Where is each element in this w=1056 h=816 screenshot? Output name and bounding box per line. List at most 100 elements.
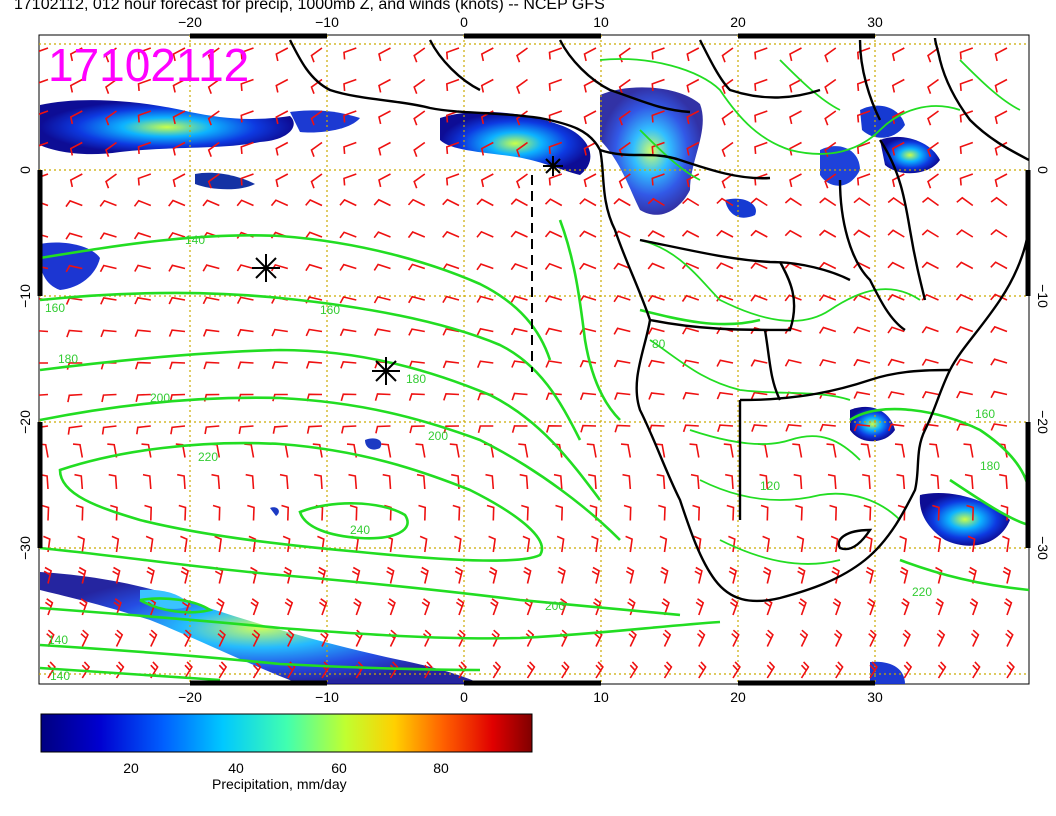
wind-barb	[65, 199, 83, 208]
wind-barb	[651, 110, 665, 123]
wind-barb	[789, 110, 802, 125]
wind-barb	[959, 47, 974, 60]
wind-barb	[618, 47, 631, 63]
wind-barb	[721, 141, 734, 157]
wind-barb	[39, 393, 49, 396]
wind-barb	[681, 230, 700, 238]
wind-barb	[39, 233, 49, 238]
colorbar-tick: 40	[228, 760, 244, 776]
wind-barb	[387, 598, 396, 616]
wind-barb	[695, 598, 705, 616]
wind-barb	[100, 329, 117, 338]
wind-barb	[105, 141, 117, 157]
wind-barb	[754, 47, 768, 60]
wind-barb	[936, 629, 946, 647]
wind-barb	[341, 425, 357, 434]
lat-tick-left: 0	[17, 166, 33, 174]
wind-barb	[751, 424, 768, 432]
lat-tick-left: −30	[17, 536, 33, 560]
wind-barb	[216, 598, 225, 616]
wind-barb	[271, 361, 288, 369]
wind-barb	[382, 473, 392, 490]
wind-barb	[937, 661, 947, 679]
lon-tick-bottom: 30	[867, 689, 883, 705]
wind-barb	[659, 535, 668, 553]
wind-barb	[240, 173, 254, 186]
wind-barb	[891, 110, 905, 125]
wind-barb	[69, 141, 83, 156]
wind-barb	[818, 261, 837, 270]
wind-barb	[111, 535, 120, 553]
wind-barb	[420, 566, 429, 584]
wind-barb	[959, 110, 974, 123]
wind-barb	[212, 504, 221, 521]
wind-barb	[544, 198, 563, 207]
wind-barb	[272, 425, 288, 434]
wind-barb	[856, 173, 871, 186]
wind-barb	[963, 443, 974, 458]
wind-barb	[866, 598, 876, 616]
wind-barb	[579, 392, 597, 401]
wind-barb	[378, 78, 391, 93]
wind-barb	[279, 473, 289, 490]
wind-barb	[964, 473, 974, 490]
contour-label: 160	[45, 301, 65, 315]
wind-barb	[442, 198, 460, 207]
wind-barb	[921, 390, 939, 399]
wind-barb	[750, 359, 768, 367]
wind-barb	[202, 264, 220, 272]
wind-barb	[955, 293, 974, 301]
wind-barb	[784, 197, 802, 207]
wind-barb	[833, 629, 843, 647]
wind-barb	[716, 229, 734, 238]
wind-barb	[408, 393, 425, 401]
wind-barb	[548, 78, 563, 91]
wind-barb	[449, 443, 460, 458]
wind-barb	[899, 535, 907, 553]
wind-barb	[818, 326, 837, 334]
wind-barb	[202, 329, 220, 337]
wind-barb	[455, 598, 465, 616]
wind-barb	[207, 78, 220, 94]
wind-barb	[921, 196, 939, 207]
wind-barb	[148, 629, 158, 647]
wind-barb	[721, 47, 734, 63]
wind-barb	[865, 566, 875, 584]
wind-barb	[310, 141, 323, 157]
wind-barb	[824, 110, 837, 126]
wind-barb	[237, 328, 254, 337]
wind-barb	[523, 566, 532, 584]
wind-barb	[862, 473, 871, 490]
wind-barb	[204, 425, 220, 435]
wind-barb	[80, 629, 89, 647]
wind-barb	[990, 325, 1008, 334]
wind-barb	[583, 78, 597, 93]
wind-barb	[969, 598, 979, 616]
wind-barb	[476, 230, 494, 238]
wind-barb	[921, 261, 939, 270]
wind-barb	[693, 535, 702, 553]
wind-barb	[972, 661, 981, 679]
wind-barb	[168, 329, 186, 337]
wind-barb	[716, 262, 734, 270]
wind-barb	[373, 328, 391, 336]
wind-barb	[408, 328, 425, 336]
wind-barb	[793, 473, 803, 490]
colorbar-tick: 20	[123, 760, 139, 776]
wind-barb	[207, 110, 220, 126]
wind-barb	[442, 295, 460, 304]
wind-barb	[994, 47, 1008, 62]
wind-barb	[994, 173, 1008, 188]
wind-barb	[728, 535, 736, 553]
wind-barb	[927, 110, 939, 126]
wind-barb	[445, 141, 460, 154]
wind-barb	[310, 173, 323, 189]
wind-barb	[732, 661, 741, 679]
wind-barb	[785, 423, 802, 432]
wind-barb	[618, 110, 631, 126]
wind-barb	[955, 358, 974, 366]
wind-barb	[445, 47, 460, 60]
wind-barb	[580, 424, 597, 433]
wind-barb	[579, 262, 597, 270]
wind-barb	[648, 392, 665, 400]
